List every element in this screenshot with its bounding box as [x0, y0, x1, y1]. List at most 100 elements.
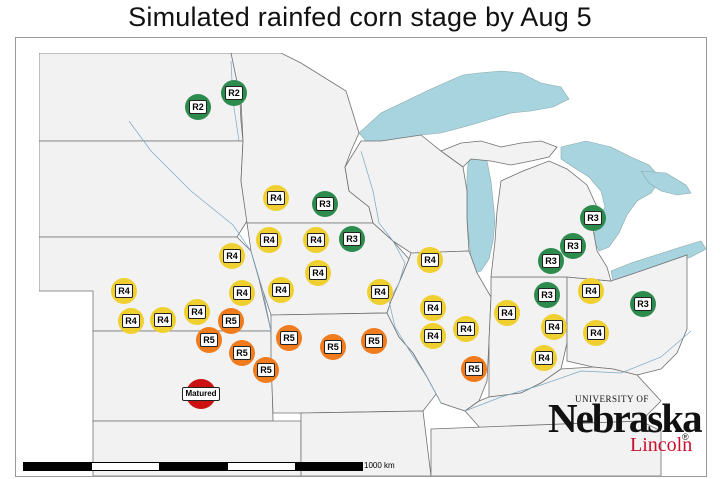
- stage-label: R5: [324, 340, 342, 354]
- stage-label: R5: [280, 331, 298, 345]
- stage-marker-r4[interactable]: R4: [578, 278, 604, 304]
- stage-marker-r4[interactable]: R4: [118, 308, 144, 334]
- stage-marker-r5[interactable]: R5: [229, 340, 255, 366]
- stage-marker-r4[interactable]: R4: [367, 279, 393, 305]
- stage-label: R2: [189, 100, 207, 114]
- stage-marker-r4[interactable]: R4: [229, 280, 255, 306]
- logo-nebraska-wordmark: Nebraska: [548, 395, 703, 441]
- stage-label: R4: [424, 329, 442, 343]
- stage-marker-r5[interactable]: R5: [253, 357, 279, 383]
- stage-marker-r4[interactable]: R4: [531, 345, 557, 371]
- stage-marker-r5[interactable]: R5: [276, 325, 302, 351]
- stage-marker-r4[interactable]: R4: [184, 299, 210, 325]
- stage-label: R4: [587, 326, 605, 340]
- state-wisconsin: [344, 134, 470, 254]
- stage-marker-r4[interactable]: R4: [305, 260, 331, 286]
- scale-segment: [295, 462, 363, 471]
- stage-label: R5: [222, 314, 240, 328]
- georgian-bay: [640, 170, 692, 196]
- stage-marker-r5[interactable]: R5: [361, 328, 387, 354]
- stage-marker-r5[interactable]: R5: [196, 327, 222, 353]
- map-area[interactable]: [15, 37, 707, 477]
- stage-label: R4: [122, 314, 140, 328]
- stage-label: Matured: [182, 387, 220, 401]
- stage-label: R5: [365, 334, 383, 348]
- state-north-dakota: [38, 52, 244, 142]
- stage-marker-r5[interactable]: R5: [320, 334, 346, 360]
- mississippi-river: [360, 150, 442, 404]
- stage-marker-r3[interactable]: R3: [630, 291, 656, 317]
- stage-label: R4: [260, 233, 278, 247]
- stage-label: R3: [343, 232, 361, 246]
- stage-label: R3: [542, 254, 560, 268]
- stage-marker-r3[interactable]: R3: [538, 248, 564, 274]
- stage-marker-r4[interactable]: R4: [303, 227, 329, 253]
- stage-marker-r4[interactable]: R4: [256, 227, 282, 253]
- missouri-river: [128, 120, 272, 332]
- stage-marker-r2[interactable]: R2: [221, 80, 247, 106]
- stage-label: R4: [233, 286, 251, 300]
- lake-huron: [560, 140, 662, 252]
- stage-label: R3: [316, 197, 334, 211]
- stage-marker-r3[interactable]: R3: [312, 191, 338, 217]
- state-minnesota: [230, 52, 374, 224]
- state-arkansas: [300, 410, 432, 476]
- logo-lincoln-text: Lincoln: [630, 434, 693, 456]
- stage-label: R3: [538, 288, 556, 302]
- stage-marker-r4[interactable]: R4: [583, 320, 609, 346]
- stage-marker-r4[interactable]: R4: [219, 243, 245, 269]
- stage-label: R4: [535, 351, 553, 365]
- stage-marker-r4[interactable]: R4: [420, 295, 446, 321]
- stage-label: R4: [424, 301, 442, 315]
- stage-marker-r4[interactable]: R4: [111, 278, 137, 304]
- stage-label: R4: [154, 313, 172, 327]
- stage-label: R4: [421, 253, 439, 267]
- stage-marker-r4[interactable]: R4: [494, 300, 520, 326]
- stage-label: R2: [225, 86, 243, 100]
- stage-label: R4: [545, 320, 563, 334]
- stage-label: R4: [272, 283, 290, 297]
- stage-label: R4: [371, 285, 389, 299]
- stage-label: R4: [582, 284, 600, 298]
- stage-marker-r2[interactable]: R2: [185, 94, 211, 120]
- stage-marker-r5[interactable]: R5: [218, 308, 244, 334]
- stage-marker-r4[interactable]: R4: [268, 277, 294, 303]
- stage-label: R5: [200, 333, 218, 347]
- stage-marker-r3[interactable]: R3: [534, 282, 560, 308]
- stage-marker-matured[interactable]: Matured: [182, 379, 220, 409]
- region-west: [16, 53, 39, 476]
- logo-registered-mark: ®: [682, 432, 689, 442]
- stage-marker-r4[interactable]: R4: [150, 307, 176, 333]
- base-map: [16, 38, 706, 476]
- stage-label: R3: [634, 297, 652, 311]
- stage-marker-r4[interactable]: R4: [541, 314, 567, 340]
- stage-label: R4: [309, 266, 327, 280]
- stage-label: R5: [257, 363, 275, 377]
- stage-marker-r4[interactable]: R4: [453, 316, 479, 342]
- stage-marker-r4[interactable]: R4: [417, 247, 443, 273]
- map-title: Simulated rainfed corn stage by Aug 5: [128, 2, 592, 32]
- stage-marker-r3[interactable]: R3: [560, 233, 586, 259]
- stage-label: R4: [188, 305, 206, 319]
- stage-label: R3: [584, 211, 602, 225]
- stage-label: R5: [233, 346, 251, 360]
- stage-marker-r3[interactable]: R3: [580, 205, 606, 231]
- state-south-dakota: [38, 140, 248, 238]
- stage-marker-r3[interactable]: R3: [339, 226, 365, 252]
- stage-marker-r4[interactable]: R4: [263, 185, 289, 211]
- region-canada: [16, 38, 706, 53]
- scale-segment: [159, 462, 228, 471]
- stage-label: R3: [564, 239, 582, 253]
- stage-marker-r4[interactable]: R4: [420, 323, 446, 349]
- stage-label: R5: [465, 362, 483, 376]
- scale-label: 1000 km: [364, 461, 395, 470]
- stage-label: R4: [498, 306, 516, 320]
- scale-bar: [23, 462, 363, 471]
- ohio-river: [464, 330, 692, 412]
- stage-label: R4: [307, 233, 325, 247]
- lake-michigan: [466, 148, 496, 274]
- stage-label: R4: [115, 284, 133, 298]
- scale-segment: [227, 462, 296, 471]
- scale-segment: [91, 462, 160, 471]
- stage-marker-r5[interactable]: R5: [461, 356, 487, 382]
